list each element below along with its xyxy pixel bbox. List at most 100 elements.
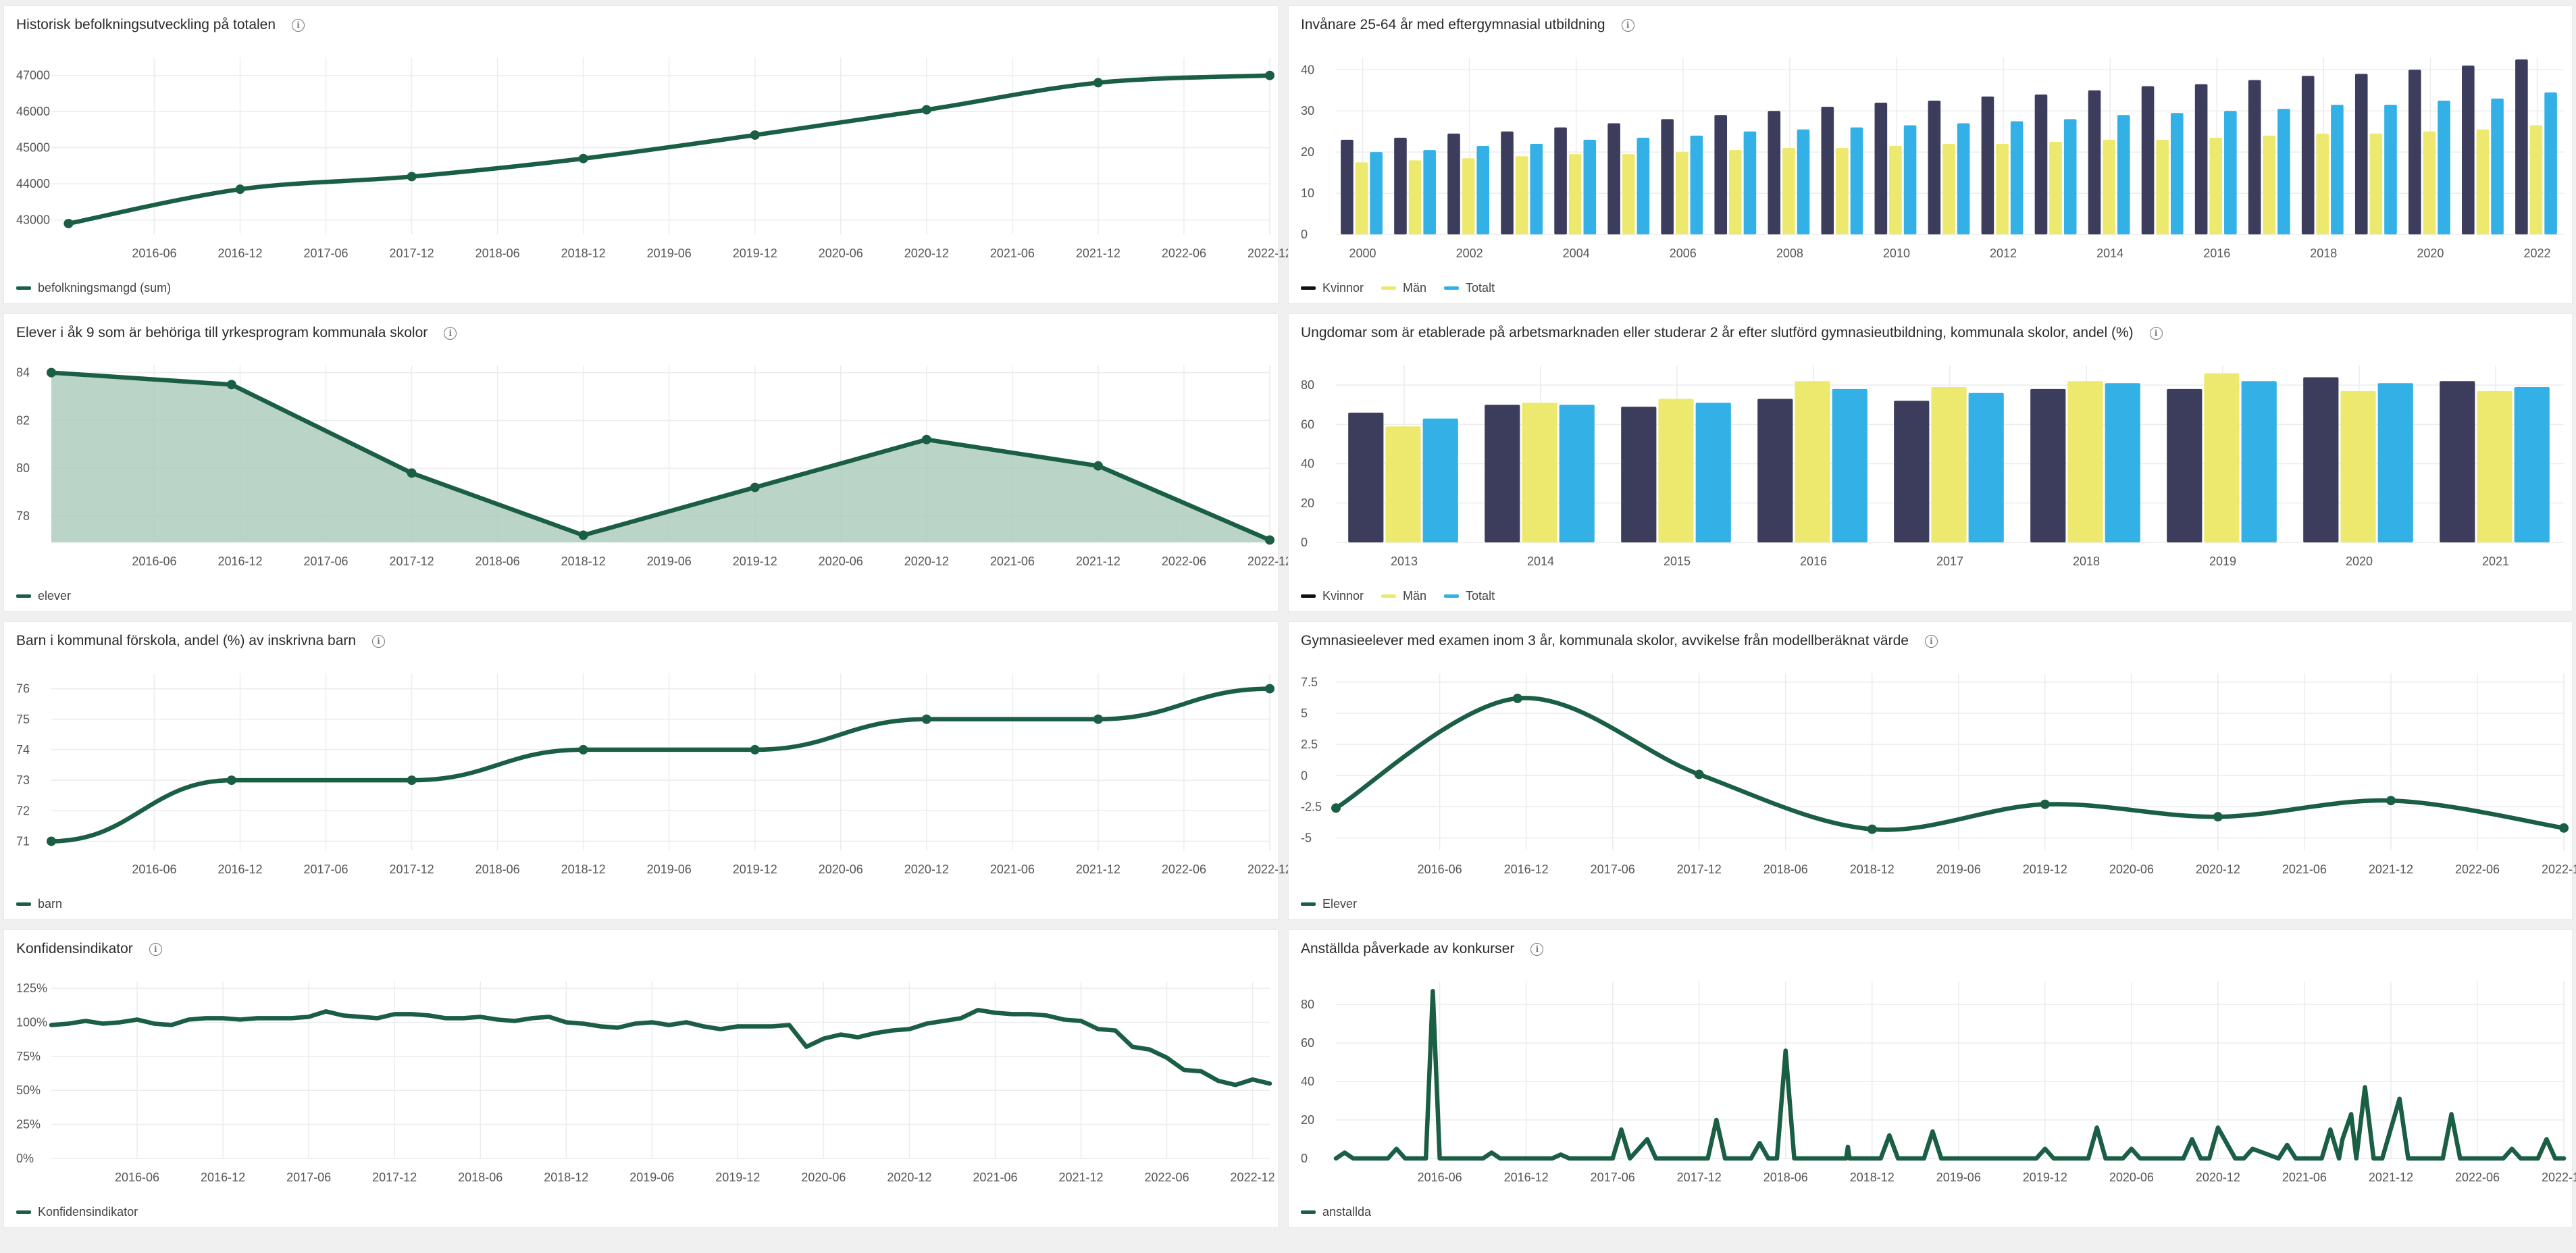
data-point-1[interactable]	[226, 380, 236, 390]
data-point-4[interactable]	[750, 130, 760, 140]
info-icon[interactable]: i	[149, 942, 162, 956]
legend-item-befolkningsmangd-sum-[interactable]: befolkningsmangd (sum)	[16, 281, 171, 295]
bar-totalt-2013[interactable]	[2063, 119, 2077, 234]
data-point-4[interactable]	[750, 482, 760, 492]
data-point-5[interactable]	[921, 105, 931, 115]
bar-kvinnor-2008[interactable]	[1768, 111, 1781, 234]
bar-män-2021[interactable]	[2476, 129, 2490, 234]
bar-män-2016[interactable]	[1795, 381, 1830, 542]
info-icon[interactable]: i	[292, 18, 305, 32]
bar-totalt-2020[interactable]	[2377, 383, 2413, 542]
bar-män-2003[interactable]	[1515, 156, 1528, 234]
bar-kvinnor-2020[interactable]	[2408, 70, 2421, 234]
bar-totalt-2017[interactable]	[2277, 109, 2290, 234]
data-point-0[interactable]	[47, 367, 56, 378]
info-icon[interactable]: i	[1924, 634, 1938, 648]
bar-totalt-2010[interactable]	[1903, 125, 1917, 234]
bar-män-2019[interactable]	[2369, 133, 2383, 234]
data-point-6[interactable]	[1093, 78, 1103, 88]
data-point-4[interactable]	[750, 744, 760, 755]
bar-män-2007[interactable]	[1729, 150, 1742, 234]
bar-kvinnor-2017[interactable]	[1894, 401, 1930, 542]
data-point-1[interactable]	[1512, 693, 1522, 703]
data-point-3[interactable]	[578, 530, 588, 540]
bar-totalt-2000[interactable]	[1370, 152, 1383, 234]
bar-kvinnor-2017[interactable]	[2248, 80, 2261, 234]
bar-kvinnor-2007[interactable]	[1714, 115, 1728, 234]
bar-kvinnor-2016[interactable]	[1757, 399, 1793, 542]
bar-totalt-2012[interactable]	[2010, 121, 2024, 234]
bar-kvinnor-2004[interactable]	[1554, 127, 1567, 234]
bar-män-2014[interactable]	[2103, 139, 2115, 234]
bar-kvinnor-2014[interactable]	[1485, 405, 1520, 542]
bar-män-2017[interactable]	[2263, 135, 2276, 234]
bar-kvinnor-2005[interactable]	[1607, 123, 1620, 234]
bar-kvinnor-2002[interactable]	[1447, 133, 1460, 234]
bar-män-2021[interactable]	[2477, 390, 2513, 542]
bar-män-2015[interactable]	[1658, 399, 1694, 542]
bar-totalt-2022[interactable]	[2544, 92, 2557, 234]
data-point-7[interactable]	[1265, 684, 1274, 694]
data-point-0[interactable]	[1331, 803, 1341, 813]
bar-män-2000[interactable]	[1355, 162, 1368, 234]
bar-totalt-2008[interactable]	[1797, 129, 1810, 234]
bar-män-2009[interactable]	[1836, 148, 1849, 234]
bar-män-2006[interactable]	[1675, 152, 1689, 234]
series-line-befolkningsmangd-sum-[interactable]	[66, 73, 1272, 226]
bar-män-2013[interactable]	[2049, 141, 2062, 234]
bar-män-2018[interactable]	[2316, 133, 2329, 234]
bar-kvinnor-2014[interactable]	[2088, 90, 2101, 234]
series-line-konfidensindikator[interactable]	[49, 1008, 1272, 1088]
bar-kvinnor-2016[interactable]	[2194, 84, 2208, 235]
legend-item-elever[interactable]: Elever	[1301, 897, 1357, 911]
legend-item-barn[interactable]: barn	[16, 897, 62, 911]
bar-kvinnor-2019[interactable]	[2167, 388, 2203, 542]
info-icon[interactable]: i	[1621, 18, 1634, 32]
data-point-6[interactable]	[1093, 461, 1103, 471]
bar-totalt-2013[interactable]	[1422, 418, 1458, 542]
legend-item-totalt[interactable]: Totalt	[1444, 281, 1495, 295]
legend-item-totalt[interactable]: Totalt	[1444, 589, 1495, 603]
legend-item-konfidensindikator[interactable]: Konfidensindikator	[16, 1205, 138, 1219]
bar-kvinnor-2011[interactable]	[1928, 100, 1941, 234]
bar-totalt-2015[interactable]	[1695, 403, 1731, 542]
data-point-6[interactable]	[1093, 714, 1103, 724]
bar-kvinnor-2006[interactable]	[1661, 119, 1674, 234]
bar-totalt-2005[interactable]	[1637, 137, 1650, 234]
data-point-0[interactable]	[47, 836, 56, 846]
bar-totalt-2020[interactable]	[2438, 100, 2450, 234]
data-point-5[interactable]	[921, 434, 931, 444]
bar-totalt-2017[interactable]	[1968, 392, 2004, 542]
bar-kvinnor-2010[interactable]	[1874, 103, 1888, 234]
bar-kvinnor-2001[interactable]	[1394, 137, 1407, 234]
bar-totalt-2004[interactable]	[1583, 139, 1597, 234]
data-point-7[interactable]	[2559, 823, 2569, 833]
bar-totalt-2019[interactable]	[2241, 381, 2277, 542]
data-point-7[interactable]	[1265, 70, 1274, 80]
bar-män-2005[interactable]	[1622, 154, 1635, 234]
bar-män-2002[interactable]	[1462, 158, 1475, 234]
bar-totalt-2007[interactable]	[1743, 131, 1757, 234]
bar-kvinnor-2020[interactable]	[2303, 377, 2339, 542]
data-point-2[interactable]	[407, 775, 417, 786]
bar-män-2014[interactable]	[1522, 403, 1557, 542]
bar-totalt-2014[interactable]	[1559, 405, 1595, 542]
data-point-2[interactable]	[1694, 769, 1704, 779]
bar-män-2012[interactable]	[1996, 143, 2009, 234]
bar-kvinnor-2021[interactable]	[2462, 66, 2475, 235]
bar-män-2018[interactable]	[2067, 381, 2103, 542]
data-point-5[interactable]	[921, 714, 931, 724]
bar-män-2022[interactable]	[2529, 125, 2543, 234]
bar-totalt-2003[interactable]	[1530, 143, 1543, 234]
bar-män-2011[interactable]	[1942, 143, 1955, 234]
bar-män-2016[interactable]	[2209, 137, 2223, 234]
data-point-0[interactable]	[63, 218, 74, 228]
data-point-1[interactable]	[235, 184, 245, 195]
data-point-6[interactable]	[2386, 796, 2396, 806]
data-point-3[interactable]	[578, 744, 588, 755]
bar-kvinnor-2012[interactable]	[1981, 96, 1994, 234]
data-point-5[interactable]	[2213, 812, 2223, 822]
bar-totalt-2001[interactable]	[1423, 150, 1436, 234]
bar-totalt-2016[interactable]	[1832, 388, 1867, 542]
bar-kvinnor-2021[interactable]	[2440, 381, 2475, 542]
